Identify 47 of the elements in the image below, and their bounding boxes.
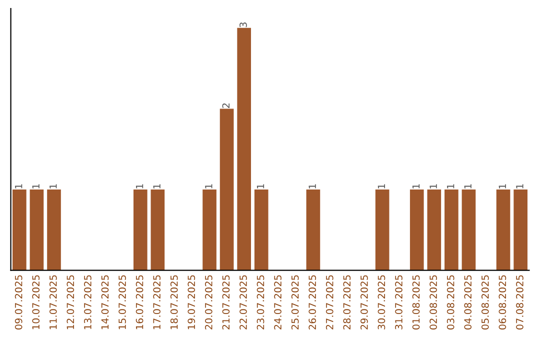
data-label: 1 [412,184,420,188]
data-label: 1 [256,184,264,188]
x-tick-label: 21.07.2025 [222,275,230,330]
data-label: 1 [516,184,524,188]
data-label: 1 [32,184,40,188]
x-tick-label: 24.07.2025 [274,275,282,330]
x-tick-label: 20.07.2025 [204,275,212,330]
data-label: 1 [447,184,454,188]
x-tick-label: 02.08.2025 [430,275,437,330]
data-label: 3 [240,22,247,28]
x-tick-label: 31.07.2025 [395,275,402,330]
x-tick-label: 15.07.2025 [118,275,126,330]
x-tick-label: 22.07.2025 [240,275,247,330]
x-tick-label: 25.07.2025 [291,275,299,330]
x-tick-label: 30.07.2025 [378,275,386,330]
x-tick-label: 29.07.2025 [360,275,368,330]
x-tick-label: 28.07.2025 [343,275,351,330]
data-label: 1 [498,184,506,188]
data-label: 1 [308,184,316,188]
data-label: 1 [153,184,160,188]
data-label: 1 [136,184,144,188]
x-tick-label: 12.07.2025 [66,275,74,330]
x-tick-label: 04.08.2025 [464,275,472,330]
x-tick-label: 16.07.2025 [136,275,144,330]
x-tick-label: 09.07.2025 [14,275,22,330]
x-tick-label: 05.08.2025 [481,275,489,330]
x-tick-label: 26.07.2025 [308,275,316,330]
x-tick-label: 03.08.2025 [446,275,454,330]
x-tick-label: 19.07.2025 [188,275,196,330]
data-label: 1 [464,184,472,188]
data-label: 1 [15,184,22,188]
x-tick-label: 06.08.2025 [498,275,506,330]
data-label: 1 [378,184,386,188]
x-tick-label: 18.07.2025 [170,275,178,330]
x-tick-label: 07.08.2025 [516,275,524,330]
data-label: 1 [50,184,57,188]
data-label: 1 [430,184,437,188]
x-tick-label: 14.07.2025 [101,275,109,330]
x-tick-label: 01.08.2025 [412,275,420,330]
data-label: 2 [222,103,230,108]
x-tick-label: 27.07.2025 [326,275,334,330]
data-label: 1 [205,184,212,188]
x-tick-label: 13.07.2025 [84,275,92,330]
x-tick-label: 17.07.2025 [153,275,160,330]
x-tick-label: 11.07.2025 [49,275,57,330]
x-tick-label: 23.07.2025 [256,275,264,330]
x-tick-label: 10.07.2025 [32,275,40,330]
